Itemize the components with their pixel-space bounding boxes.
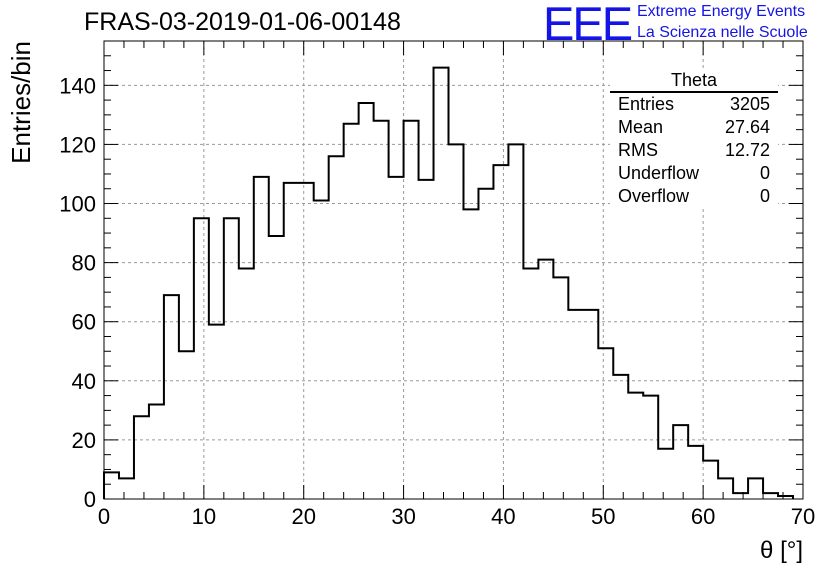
histogram-bin xyxy=(598,348,613,499)
histogram-bin xyxy=(703,461,718,499)
histogram-bin xyxy=(374,121,389,499)
x-tick-label: 0 xyxy=(98,504,110,529)
histogram-bin xyxy=(224,218,239,499)
histogram-bin xyxy=(284,183,299,499)
brand-subtitle: La Scienza nelle Scuole xyxy=(637,24,808,41)
histogram-bin xyxy=(463,209,478,499)
histogram-bin xyxy=(149,404,164,499)
histogram-bin xyxy=(194,218,209,499)
x-tick-label: 40 xyxy=(491,504,515,529)
plot-frame xyxy=(103,40,804,500)
histogram-bin xyxy=(434,68,449,499)
histogram-bin xyxy=(104,472,119,499)
histogram-bin xyxy=(314,201,329,499)
stats-row-underflow: Underflow 0 xyxy=(610,162,778,185)
stats-value: 0 xyxy=(759,186,770,206)
x-tick-label: 30 xyxy=(391,504,415,529)
histogram-bin xyxy=(643,396,658,499)
stats-value: 0 xyxy=(759,163,770,183)
histogram-bin xyxy=(359,103,374,499)
brand-name: Extreme Energy Events xyxy=(637,3,806,20)
stats-value: 27.64 xyxy=(724,117,770,137)
histogram-bin xyxy=(254,177,269,499)
histogram-bin xyxy=(239,269,254,499)
histogram-bin xyxy=(449,144,464,499)
stats-row-entries: Entries 3205 xyxy=(610,93,778,116)
histogram-bin xyxy=(478,189,493,499)
histogram-bin xyxy=(613,375,628,499)
histogram-bin xyxy=(389,177,404,499)
stats-value: 3205 xyxy=(729,94,770,114)
stats-row-rms: RMS 12.72 xyxy=(610,139,778,162)
histogram-bin xyxy=(568,310,583,499)
histogram-bin xyxy=(553,277,568,499)
eee-logo: EEE xyxy=(543,0,633,50)
x-tick-label: 60 xyxy=(691,504,715,529)
histogram-bin xyxy=(269,236,284,499)
x-axis-label: θ [°] xyxy=(760,537,803,564)
histogram-bin xyxy=(688,446,703,499)
histogram-bin xyxy=(329,156,344,499)
histogram-bin xyxy=(299,183,314,499)
histogram-bin xyxy=(164,295,179,499)
histogram-bin xyxy=(718,478,733,499)
histogram-bin xyxy=(583,310,598,499)
y-tick-label: 100 xyxy=(59,192,96,217)
stats-label: Overflow xyxy=(618,186,690,206)
histogram-bin xyxy=(119,478,134,499)
histogram-bin xyxy=(404,121,419,499)
histogram-bin xyxy=(673,425,688,499)
histogram-bin xyxy=(179,351,194,499)
y-axis-label: Entries/bin xyxy=(6,41,36,164)
x-tick-label: 70 xyxy=(791,504,815,529)
stats-value: 12.72 xyxy=(724,140,770,160)
histogram-bin xyxy=(538,260,553,499)
y-tick-label: 60 xyxy=(72,310,96,335)
stats-row-overflow: Overflow 0 xyxy=(610,185,778,208)
y-tick-label: 120 xyxy=(59,132,96,157)
y-tick-label: 40 xyxy=(72,369,96,394)
stats-row-mean: Mean 27.64 xyxy=(610,116,778,139)
y-tick-label: 140 xyxy=(59,73,96,98)
stats-title: Theta xyxy=(610,70,778,93)
histogram-bin xyxy=(628,393,643,499)
x-tick-label: 10 xyxy=(192,504,216,529)
y-tick-label: 80 xyxy=(72,251,96,276)
histogram-bin xyxy=(523,269,538,499)
x-tick-label: 50 xyxy=(591,504,615,529)
histogram-bin xyxy=(419,180,434,499)
histogram-bin xyxy=(209,325,224,499)
histogram-bin xyxy=(508,144,523,499)
histogram-bin xyxy=(658,449,673,499)
y-tick-label: 20 xyxy=(72,428,96,453)
histogram-bin xyxy=(134,416,149,499)
histogram-bin xyxy=(344,124,359,499)
histogram-bin xyxy=(493,165,508,499)
stats-box: Theta Entries 3205 Mean 27.64 RMS 12.72 … xyxy=(610,70,778,208)
y-tick-label: 0 xyxy=(84,487,96,512)
stats-label: Mean xyxy=(618,117,664,137)
stats-label: Underflow xyxy=(618,163,700,183)
stats-label: RMS xyxy=(618,140,658,160)
histogram-bin xyxy=(748,478,763,499)
x-tick-label: 20 xyxy=(291,504,315,529)
stats-label: Entries xyxy=(618,94,675,114)
chart-title: FRAS-03-2019-01-06-00148 xyxy=(84,8,401,36)
histogram-outline xyxy=(103,66,795,499)
